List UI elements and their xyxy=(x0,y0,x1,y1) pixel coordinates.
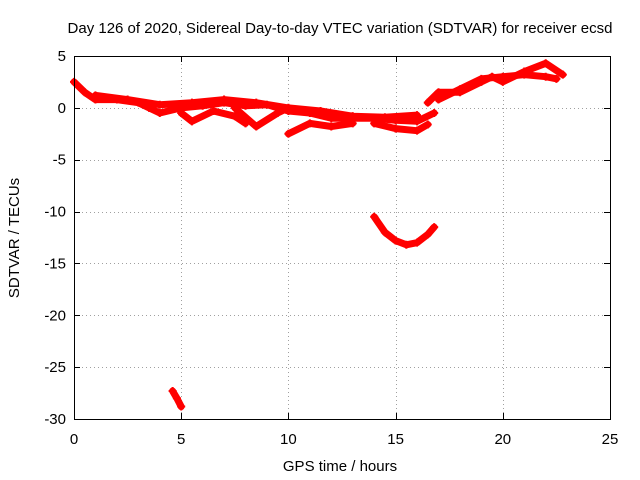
data-point xyxy=(177,109,186,118)
series-trace xyxy=(284,119,357,138)
data-point xyxy=(477,74,486,83)
data-point xyxy=(413,126,422,135)
y-tick-label: -10 xyxy=(44,204,66,221)
data-point xyxy=(423,120,432,129)
x-tick-label: 25 xyxy=(602,431,619,448)
series-trace xyxy=(231,104,292,130)
data-point xyxy=(391,124,400,133)
y-tick-label: -30 xyxy=(44,411,66,428)
series-arc-main-upper xyxy=(91,91,422,122)
y-tick-label: 0 xyxy=(58,100,66,117)
data-point xyxy=(380,113,389,122)
data-point xyxy=(273,109,282,118)
y-tick-label: 5 xyxy=(58,48,66,65)
x-tick-label: 20 xyxy=(494,431,511,448)
data-point xyxy=(348,112,357,121)
data-point xyxy=(558,70,567,79)
data-point xyxy=(230,103,239,112)
data-point xyxy=(91,91,100,100)
data-point xyxy=(284,129,293,138)
data-point xyxy=(155,100,164,109)
data-point xyxy=(520,70,529,79)
data-point xyxy=(430,109,439,118)
data-point xyxy=(430,223,439,232)
x-tick-label: 10 xyxy=(280,431,297,448)
data-point xyxy=(172,394,181,403)
data-point xyxy=(187,98,196,107)
data-point xyxy=(380,228,389,237)
data-series xyxy=(70,59,567,411)
chart-title: Day 126 of 2020, Sidereal Day-to-day VTE… xyxy=(68,20,613,37)
data-point xyxy=(370,212,379,221)
data-point xyxy=(541,59,550,68)
data-point xyxy=(209,106,218,115)
data-point xyxy=(434,95,443,104)
data-point xyxy=(316,106,325,115)
data-point xyxy=(305,119,314,128)
axis-ticks: 0 5 10 15 20 25 5 0 -5 -10 -15 -20 -25 -30 xyxy=(44,48,618,448)
data-point xyxy=(187,117,196,126)
x-tick-label: 0 xyxy=(70,431,78,448)
data-point xyxy=(177,402,186,411)
data-point xyxy=(348,119,357,128)
data-point xyxy=(541,72,550,81)
data-point xyxy=(252,122,261,131)
data-point xyxy=(455,85,464,94)
y-tick-label: -25 xyxy=(44,359,66,376)
data-point xyxy=(423,230,432,239)
data-point xyxy=(155,109,164,118)
plot-frame xyxy=(74,56,611,420)
data-point xyxy=(391,236,400,245)
x-tick-label: 15 xyxy=(387,431,404,448)
data-point xyxy=(402,240,411,249)
series-arc-dip-b xyxy=(230,103,293,131)
data-point xyxy=(370,119,379,128)
data-point xyxy=(423,98,432,107)
data-point xyxy=(123,95,132,104)
y-tick-label: -20 xyxy=(44,307,66,324)
y-tick-label: -5 xyxy=(53,152,66,169)
series-arc-negative-bowl xyxy=(370,212,439,249)
data-point xyxy=(220,95,229,104)
data-point xyxy=(552,74,561,83)
data-point xyxy=(252,98,261,107)
data-point xyxy=(284,103,293,112)
series-arc-dip-c xyxy=(284,119,357,138)
series-trace xyxy=(370,119,432,135)
y-axis-label: SDTVAR / TECUs xyxy=(6,178,23,298)
data-point xyxy=(498,72,507,81)
series-arc-deep xyxy=(168,386,186,411)
series-arc-late-branch xyxy=(434,70,561,104)
data-point xyxy=(413,111,422,120)
data-point xyxy=(230,112,239,121)
data-point xyxy=(80,88,89,97)
x-axis-label: GPS time / hours xyxy=(283,458,397,475)
x-tick-label: 5 xyxy=(177,431,185,448)
y-tick-label: -15 xyxy=(44,255,66,272)
data-point xyxy=(434,88,443,97)
data-point xyxy=(168,386,177,395)
data-point xyxy=(413,238,422,247)
series-arc-dip-d xyxy=(370,119,432,135)
data-point xyxy=(327,122,336,131)
